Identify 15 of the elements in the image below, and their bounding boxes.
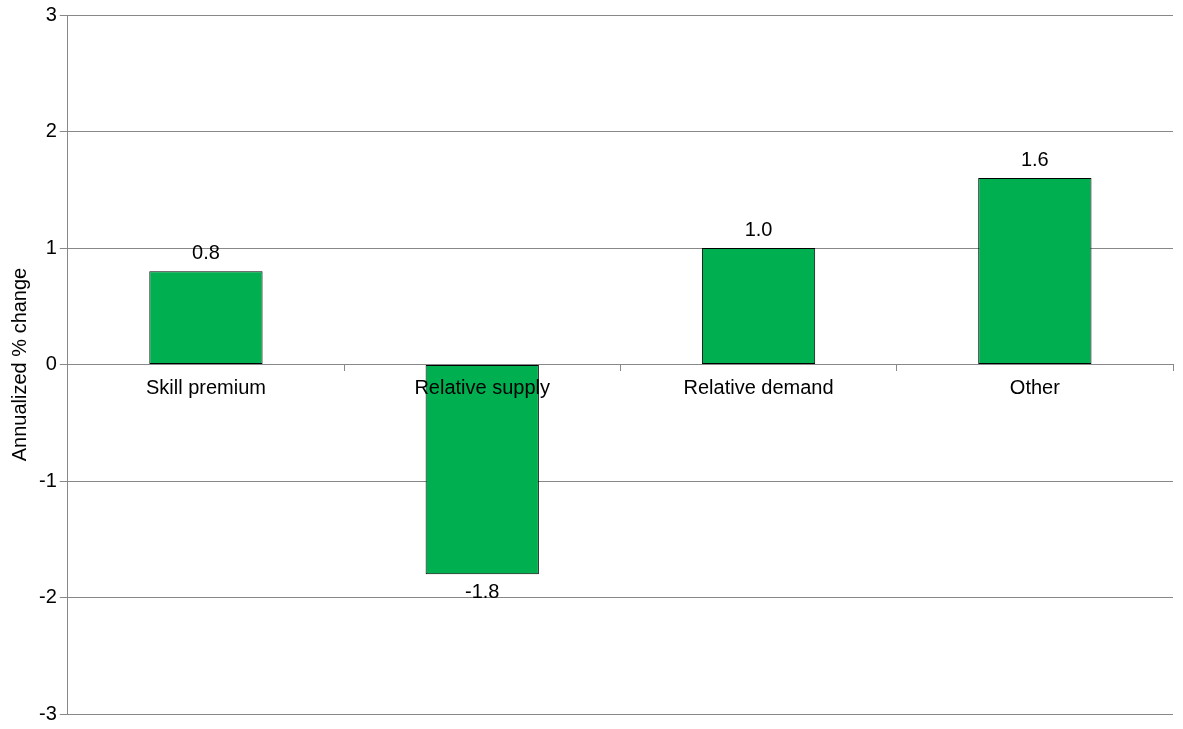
data-label: 1.0: [744, 217, 773, 240]
x-tick-label: Skill premium: [145, 376, 266, 399]
x-tick-label: Other: [1009, 376, 1061, 399]
data-label: -1.8: [465, 579, 500, 602]
x-tick-label: Relative demand: [683, 376, 834, 399]
y-tick-label: -3: [38, 701, 57, 724]
data-label: 1.6: [1020, 147, 1049, 170]
y-tick-label: 0: [45, 352, 57, 375]
y-tick-label: 1: [45, 235, 57, 258]
y-tick-label: 2: [45, 119, 57, 142]
y-axis-title: Annualized % change: [7, 267, 30, 462]
y-tick-label: -2: [38, 585, 57, 608]
y-tick-label: 3: [45, 2, 57, 25]
y-tick-label: -1: [38, 468, 57, 491]
data-label: 0.8: [192, 240, 220, 263]
